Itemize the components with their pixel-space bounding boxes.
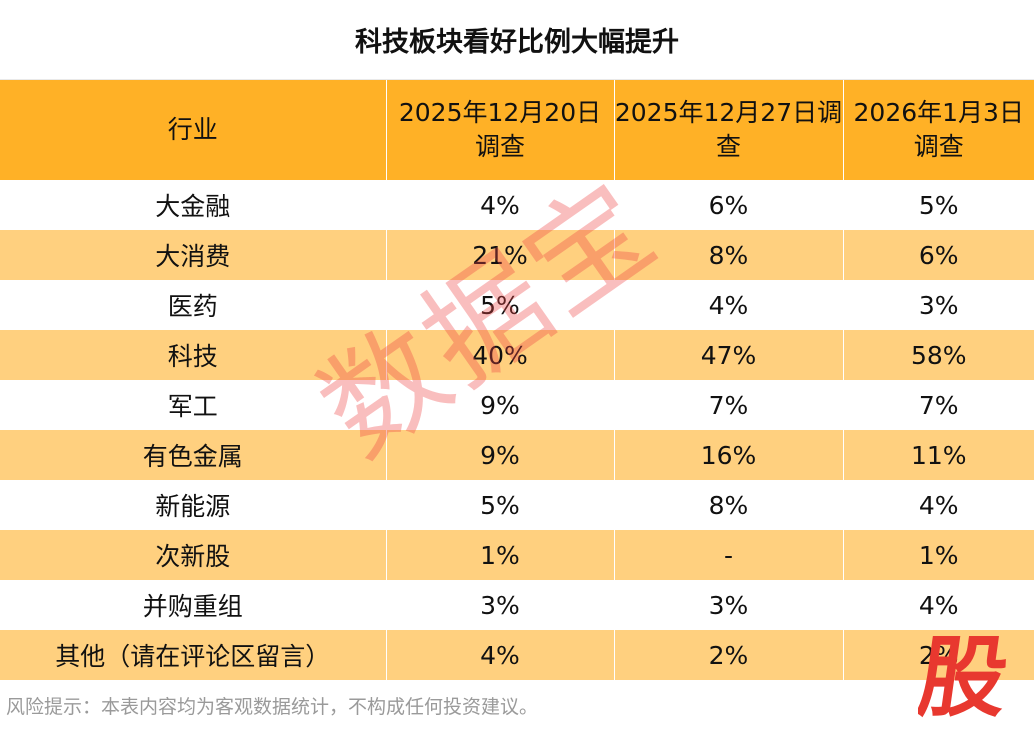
risk-disclaimer: 风险提示：本表内容均为客观数据统计，不构成任何投资建议。 [0, 680, 1034, 730]
header-survey-1227: 2025年12月27日调查 [614, 80, 844, 180]
value-cell: 7% [843, 380, 1034, 430]
value-cell: 58% [843, 330, 1034, 380]
table-row: 大消费 21% 8% 6% [0, 230, 1034, 280]
value-cell: 7% [614, 380, 844, 430]
value-cell: 5% [843, 180, 1034, 230]
table-row: 军工 9% 7% 7% [0, 380, 1034, 430]
value-cell: 4% [843, 480, 1034, 530]
chart-title: 科技板块看好比例大幅提升 [0, 0, 1034, 80]
industry-cell: 有色金属 [0, 430, 387, 480]
value-cell: 1% [386, 530, 615, 580]
table-row: 次新股 1% -1% [0, 530, 1034, 580]
table-row: 新能源 5% 8% 4% [0, 480, 1034, 530]
table-row: 其他（请在评论区留言） 4% 2% 2% [0, 630, 1034, 680]
table-row: 有色金属 9% 16% 11% [0, 430, 1034, 480]
industry-cell: 医药 [0, 280, 387, 330]
value-cell: 6% [614, 180, 844, 230]
table-body: 大金融 4% 6% 5% 大消费 21% 8% 6% 医药 5% 4% 3% 科技 40% 47% 58% 军工… [0, 180, 1034, 680]
header-row: 行业 2025年12月20日调查 2025年12月27日调查 2026年1月3日… [0, 80, 1034, 180]
value-cell: 47% [614, 330, 844, 380]
value-cell: 4% [386, 630, 615, 680]
industry-cell: 其他（请在评论区留言） [0, 630, 387, 680]
industry-cell: 次新股 [0, 530, 387, 580]
value-cell: 3% [614, 580, 844, 630]
table-row: 并购重组 3% 3% 4% [0, 580, 1034, 630]
value-cell: 6% [843, 230, 1034, 280]
value-cell: 21% [386, 230, 615, 280]
table-row: 科技 40% 47% 58% [0, 330, 1034, 380]
stock-logo-icon: 股 [918, 628, 1014, 722]
value-cell: 2% [843, 630, 1034, 680]
industry-cell: 科技 [0, 330, 387, 380]
value-cell: 4% [843, 580, 1034, 630]
industry-cell: 军工 [0, 380, 387, 430]
value-cell: 1% [843, 530, 1034, 580]
value-cell: 4% [614, 280, 844, 330]
header-survey-1220: 2025年12月20日调查 [386, 80, 615, 180]
industry-cell: 并购重组 [0, 580, 387, 630]
value-cell: 9% [386, 430, 615, 480]
value-cell: 5% [386, 480, 615, 530]
table-row: 大金融 4% 6% 5% [0, 180, 1034, 230]
value-cell: 5% [386, 280, 615, 330]
value-cell: 9% [386, 380, 615, 430]
value-cell: 4% [386, 180, 615, 230]
data-table: 行业 2025年12月20日调查 2025年12月27日调查 2026年1月3日… [0, 80, 1034, 680]
value-cell: 8% [614, 230, 844, 280]
header-survey-0103: 2026年1月3日调查 [843, 80, 1034, 180]
value-cell: 2% [614, 630, 844, 680]
industry-cell: 大金融 [0, 180, 387, 230]
value-cell: - [614, 530, 844, 580]
value-cell: 11% [843, 430, 1034, 480]
value-cell: 8% [614, 480, 844, 530]
value-cell: 3% [386, 580, 615, 630]
value-cell: 3% [843, 280, 1034, 330]
logo-glyph: 股 [918, 628, 1014, 722]
value-cell: 40% [386, 330, 615, 380]
industry-cell: 大消费 [0, 230, 387, 280]
industry-cell: 新能源 [0, 480, 387, 530]
value-cell: 16% [614, 430, 844, 480]
table-row: 医药 5% 4% 3% [0, 280, 1034, 330]
header-industry: 行业 [0, 80, 387, 180]
